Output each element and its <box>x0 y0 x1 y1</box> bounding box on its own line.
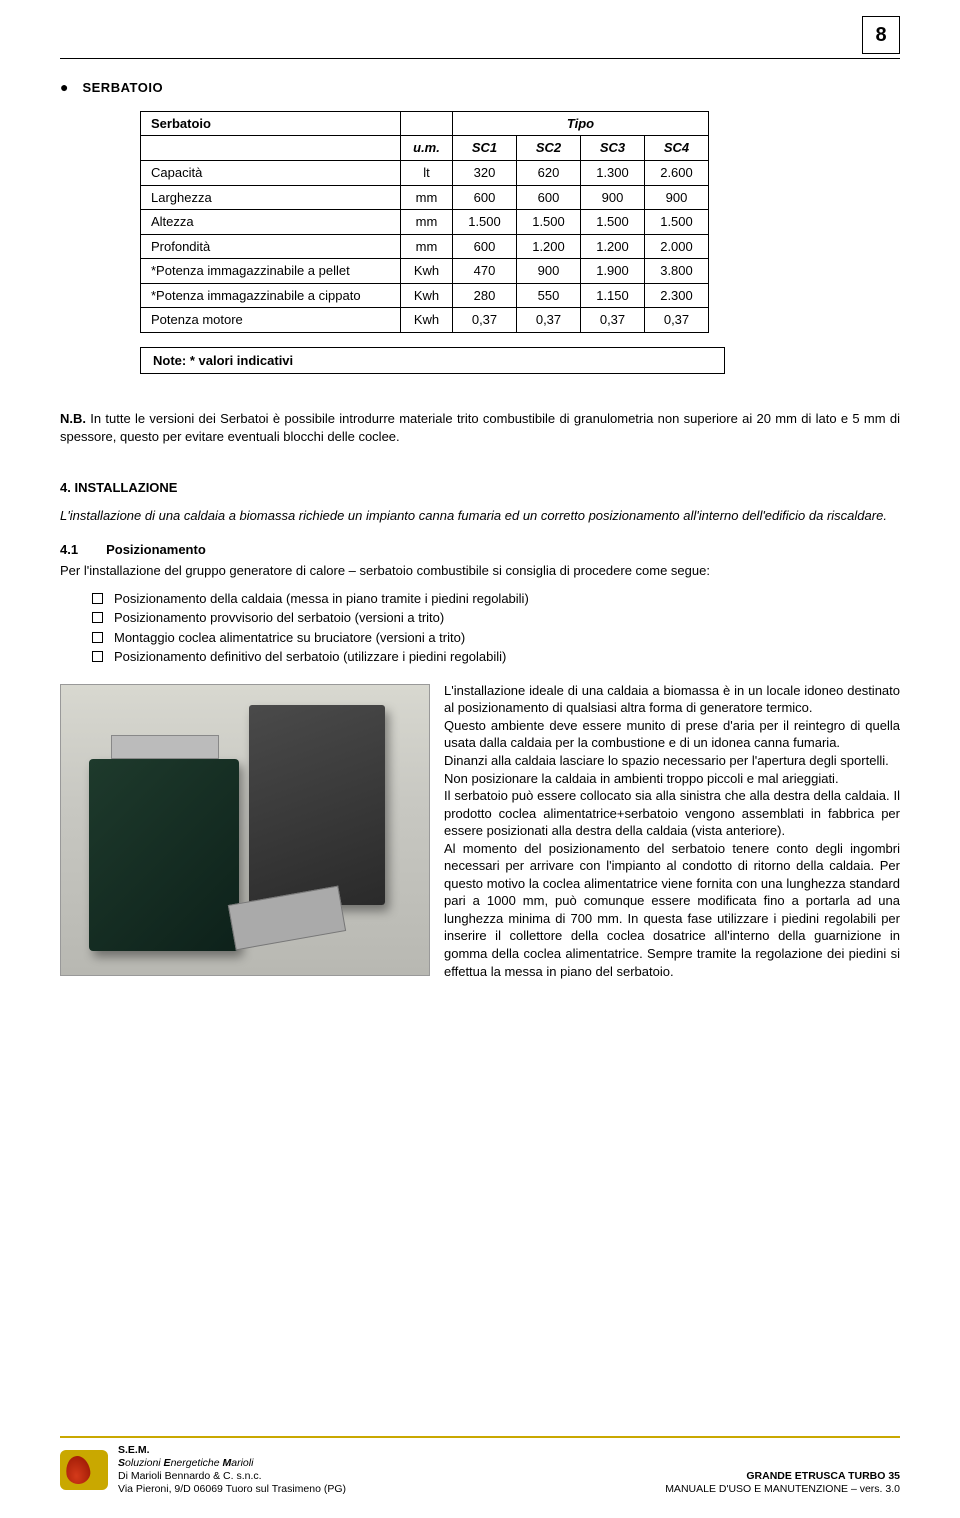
row-val: 620 <box>517 160 581 185</box>
note-box: Note: * valori indicativi <box>140 347 725 375</box>
section-heading: ● SERBATOIO <box>60 78 900 97</box>
auger-shape <box>228 885 346 950</box>
row-val: 1.500 <box>517 210 581 235</box>
row-label: Altezza <box>141 210 401 235</box>
checklist-item: Montaggio coclea alimentatrice su brucia… <box>92 629 900 647</box>
row-val: 600 <box>453 185 517 210</box>
row-val: 600 <box>517 185 581 210</box>
row-val: 900 <box>645 185 709 210</box>
row-val: 1.150 <box>581 283 645 308</box>
sem-logo-icon <box>60 1450 108 1490</box>
row-label: Profondità <box>141 234 401 259</box>
top-rule <box>60 58 900 59</box>
install-body-wrap: L'installazione ideale di una caldaia a … <box>60 682 900 980</box>
table-header-left: Serbatoio <box>141 111 401 136</box>
row-val: 320 <box>453 160 517 185</box>
footer-left: S.E.M. Soluzioni Energetiche Marioli Di … <box>60 1444 346 1497</box>
row-val: 0,37 <box>581 308 645 333</box>
footer-r2: MANUALE D'USO E MANUTENZIONE – vers. 3.0 <box>665 1483 900 1496</box>
row-val: 0,37 <box>517 308 581 333</box>
row-val: 1.900 <box>581 259 645 284</box>
install-heading: 4. INSTALLAZIONE <box>60 479 900 497</box>
row-label: Larghezza <box>141 185 401 210</box>
footer-r1: GRANDE ETRUSCA TURBO 35 <box>665 1470 900 1483</box>
boiler-photo <box>60 684 430 976</box>
nb-paragraph: N.B. In tutte le versioni dei Serbatoi è… <box>60 410 900 445</box>
row-val: 280 <box>453 283 517 308</box>
section-title: SERBATOIO <box>82 79 163 97</box>
row-val: 1.500 <box>581 210 645 235</box>
page-number: 8 <box>862 16 900 54</box>
row-val: 1.200 <box>581 234 645 259</box>
row-val: 900 <box>581 185 645 210</box>
hopper-shape <box>249 705 385 905</box>
row-val: 1.300 <box>581 160 645 185</box>
row-val: 470 <box>453 259 517 284</box>
table-header-empty <box>401 111 453 136</box>
row-val: 900 <box>517 259 581 284</box>
footer-l3: Di Marioli Bennardo & C. s.n.c. <box>118 1470 346 1483</box>
boiler-shape <box>89 759 239 951</box>
row-val: 1.500 <box>645 210 709 235</box>
subhead-label: Posizionamento <box>106 542 206 557</box>
row-val: 2.300 <box>645 283 709 308</box>
row-label: Potenza motore <box>141 308 401 333</box>
row-label: Capacità <box>141 160 401 185</box>
col-header: SC2 <box>517 136 581 161</box>
install-sub-intro: Per l'installazione del gruppo generator… <box>60 562 900 580</box>
col-header: SC4 <box>645 136 709 161</box>
install-subhead: 4.1 Posizionamento <box>60 541 900 559</box>
nb-label: N.B. <box>60 411 86 426</box>
row-um: mm <box>401 210 453 235</box>
um-header: u.m. <box>401 136 453 161</box>
row-val: 1.500 <box>453 210 517 235</box>
row-val: 1.200 <box>517 234 581 259</box>
row-um: mm <box>401 185 453 210</box>
row-um: Kwh <box>401 308 453 333</box>
row-val: 2.000 <box>645 234 709 259</box>
row-val: 0,37 <box>453 308 517 333</box>
row-label: *Potenza immagazzinabile a cippato <box>141 283 401 308</box>
col-header: SC3 <box>581 136 645 161</box>
table-header-tipo: Tipo <box>453 111 709 136</box>
row-label: *Potenza immagazzinabile a pellet <box>141 259 401 284</box>
checklist-item: Posizionamento definitivo del serbatoio … <box>92 648 900 666</box>
checklist-item: Posizionamento della caldaia (messa in p… <box>92 590 900 608</box>
subhead-num: 4.1 <box>60 542 78 557</box>
row-val: 600 <box>453 234 517 259</box>
row-val: 3.800 <box>645 259 709 284</box>
page-footer: S.E.M. Soluzioni Energetiche Marioli Di … <box>60 1436 900 1497</box>
footer-l4: Via Pieroni, 9/D 06069 Tuoro sul Trasime… <box>118 1483 346 1496</box>
row-um: Kwh <box>401 283 453 308</box>
col-header: SC1 <box>453 136 517 161</box>
row-val: 0,37 <box>645 308 709 333</box>
row-um: lt <box>401 160 453 185</box>
row-um: mm <box>401 234 453 259</box>
footer-l1: S.E.M. <box>118 1444 346 1457</box>
footer-left-text: S.E.M. Soluzioni Energetiche Marioli Di … <box>118 1444 346 1497</box>
row-um: Kwh <box>401 259 453 284</box>
row-val: 2.600 <box>645 160 709 185</box>
row-val: 550 <box>517 283 581 308</box>
serbatoio-table: Serbatoio Tipo u.m.SC1SC2SC3SC4 Capacitàl… <box>140 111 709 333</box>
install-checklist: Posizionamento della caldaia (messa in p… <box>92 590 900 666</box>
footer-right: GRANDE ETRUSCA TURBO 35 MANUALE D'USO E … <box>665 1470 900 1496</box>
table-cell <box>141 136 401 161</box>
install-intro: L'installazione di una caldaia a biomass… <box>60 507 900 525</box>
checklist-item: Posizionamento provvisorio del serbatoio… <box>92 609 900 627</box>
bullet-icon: ● <box>60 78 68 97</box>
nb-text: In tutte le versioni dei Serbatoi è poss… <box>60 411 900 444</box>
